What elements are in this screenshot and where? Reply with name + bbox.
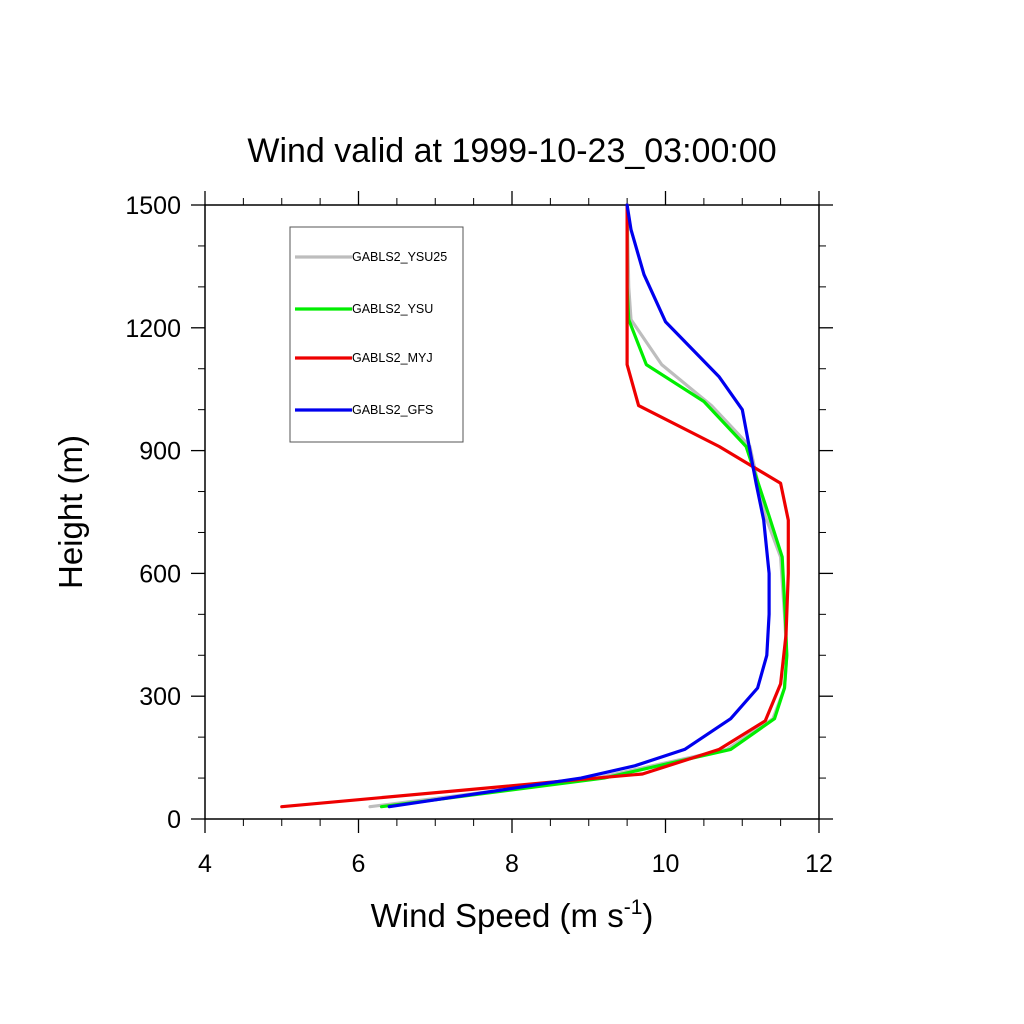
y-tick-label: 300	[139, 683, 181, 711]
legend-box	[289, 226, 464, 443]
y-tick-label: 900	[139, 438, 181, 466]
axis-ticks	[191, 191, 833, 833]
chart-title: Wind valid at 1999-10-23_03:00:00	[247, 132, 776, 170]
y-tick-labels: 0 300 600 900 1200 1500	[125, 192, 181, 834]
y-tick-label: 1200	[125, 315, 181, 343]
legend-label: GABLS2_GFS	[352, 403, 433, 417]
x-tick-label: 10	[652, 850, 680, 878]
legend: GABLS2_YSU25 GABLS2_YSU GABLS2_MYJ GABLS2_G…	[289, 226, 464, 443]
y-axis-label: Height (m)	[52, 435, 89, 589]
x-tick-label: 8	[505, 850, 519, 878]
y-tick-label: 1500	[125, 192, 181, 220]
legend-label: GABLS2_YSU	[352, 302, 433, 316]
y-tick-label: 0	[167, 806, 181, 834]
legend-label: GABLS2_YSU25	[352, 250, 447, 264]
x-tick-label: 4	[198, 850, 212, 878]
legend-label: GABLS2_MYJ	[352, 351, 433, 365]
legend-items: GABLS2_YSU25 GABLS2_YSU GABLS2_MYJ GABLS2_G…	[295, 250, 447, 417]
x-tick-labels: 4 6 8 10 12	[198, 850, 833, 878]
series-line-gabls2-gfs	[387, 203, 771, 809]
y-tick-label: 600	[139, 560, 181, 588]
x-tick-label: 6	[352, 850, 366, 878]
x-axis-label: Wind Speed (m s-1)	[371, 896, 654, 934]
series-lines	[280, 203, 790, 809]
series-line-gabls2-ysu	[379, 203, 789, 809]
series-line-gabls2-myj	[280, 203, 790, 809]
x-tick-label: 12	[805, 850, 833, 878]
